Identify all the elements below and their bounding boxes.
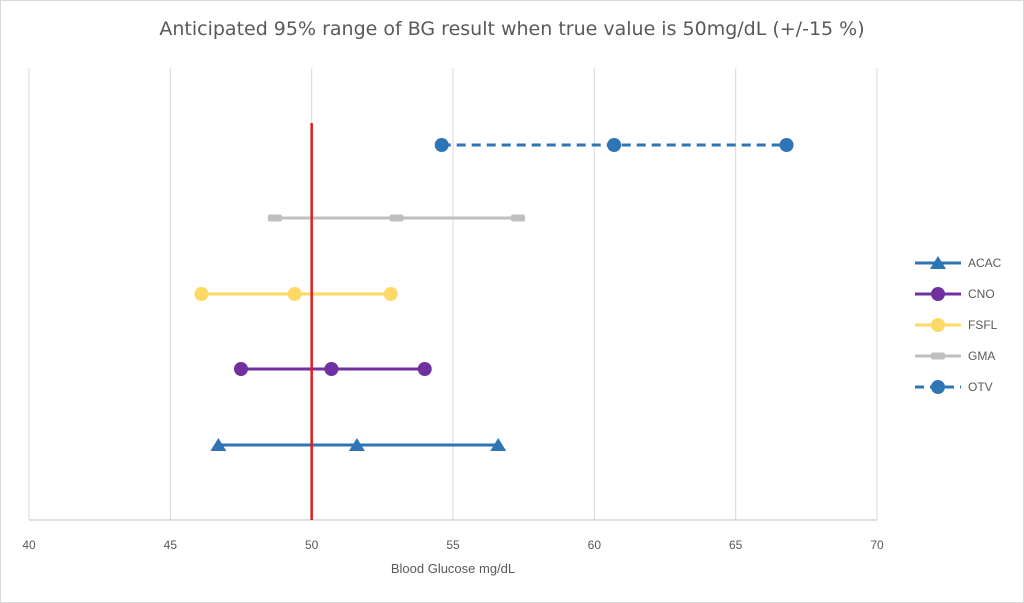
legend-label: CNO	[968, 287, 995, 301]
legend-label: ACAC	[968, 256, 1002, 270]
legend-marker-icon	[931, 352, 945, 360]
legend-marker-icon	[930, 256, 946, 269]
data-point	[417, 362, 432, 376]
data-point	[348, 438, 365, 451]
legend-label: GMA	[968, 349, 995, 363]
series-fsfl	[194, 287, 398, 301]
x-tick-label: 60	[588, 538, 602, 552]
legend-item-otv: OTV	[915, 380, 993, 394]
legend-item-gma: GMA	[915, 349, 995, 363]
legend-marker-icon	[931, 287, 945, 301]
series-cno	[234, 362, 432, 376]
data-point	[210, 438, 227, 451]
series-acac	[210, 438, 507, 451]
x-tick-label: 50	[305, 538, 319, 552]
x-axis-label: Blood Glucose mg/dL	[391, 561, 515, 576]
data-point	[324, 362, 339, 376]
data-point	[383, 287, 398, 301]
series-otv	[434, 138, 794, 152]
data-point	[194, 287, 209, 301]
series-gma	[267, 214, 526, 222]
legend-marker-icon	[931, 318, 945, 332]
data-point	[389, 214, 404, 222]
data-point	[607, 138, 622, 152]
legend-label: OTV	[968, 380, 993, 394]
legend-item-fsfl: FSFL	[915, 318, 998, 332]
data-point	[490, 438, 507, 451]
legend-label: FSFL	[968, 318, 998, 332]
data-point	[234, 362, 248, 376]
data-point	[434, 138, 449, 152]
data-point	[511, 214, 526, 222]
x-tick-label: 70	[870, 538, 884, 552]
legend-item-cno: CNO	[915, 287, 995, 301]
x-tick-label: 40	[22, 538, 36, 552]
x-tick-label: 65	[729, 538, 743, 552]
data-point	[267, 214, 282, 222]
x-tick-label: 55	[446, 538, 460, 552]
data-point	[287, 287, 302, 301]
legend-item-acac: ACAC	[915, 256, 1002, 270]
legend-marker-icon	[931, 380, 945, 394]
data-point	[779, 138, 794, 152]
x-tick-label: 45	[164, 538, 178, 552]
chart-title: Anticipated 95% range of BG result when …	[159, 18, 865, 40]
